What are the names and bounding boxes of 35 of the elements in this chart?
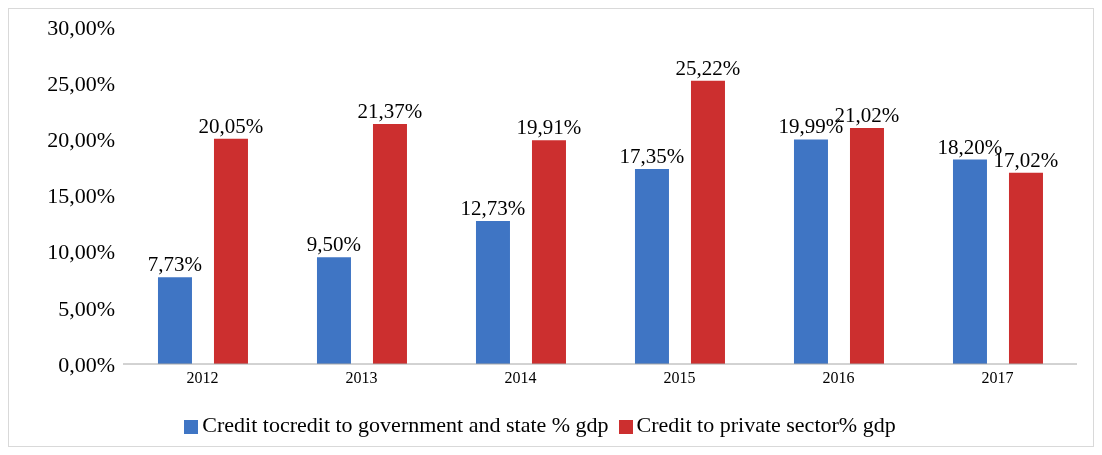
bar — [316, 257, 351, 364]
x-tick-label: 2016 — [822, 369, 855, 387]
bar — [157, 277, 192, 364]
bar — [634, 169, 669, 364]
bar — [952, 159, 987, 364]
x-tick-label: 2015 — [663, 369, 696, 387]
y-tick-label: 30,00% — [47, 14, 115, 40]
data-label: 20,05% — [198, 113, 264, 138]
data-label: 21,37% — [357, 98, 423, 123]
bar — [475, 221, 510, 364]
data-label: 12,73% — [460, 196, 526, 220]
x-tick-label: 2014 — [504, 369, 537, 387]
bar — [690, 80, 725, 364]
bar — [793, 139, 828, 364]
x-tick-label: 2013 — [345, 369, 378, 387]
y-tick-label: 5,00% — [58, 295, 115, 321]
bar — [531, 140, 566, 364]
bar — [1008, 172, 1043, 364]
y-tick-label: 20,00% — [47, 127, 115, 153]
x-tick-label: 2017 — [981, 369, 1014, 387]
data-label: 25,22% — [675, 55, 741, 80]
bar — [372, 123, 407, 364]
y-tick-label: 15,00% — [47, 183, 115, 209]
legend-label: Credit to private sector% gdp — [636, 412, 896, 437]
y-tick-label: 25,00% — [47, 70, 115, 96]
data-label: 9,50% — [306, 232, 362, 257]
y-tick-label: 10,00% — [47, 239, 115, 265]
x-tick-label: 2012 — [186, 369, 219, 387]
legend-label: Credit tocredit to government and state % gdp — [202, 412, 609, 437]
bar — [849, 127, 884, 364]
bar — [213, 138, 248, 364]
data-label: 17,35% — [619, 144, 685, 169]
y-tick-label: 0,00% — [58, 351, 115, 377]
data-label: 7,73% — [147, 252, 203, 277]
data-label: 19,91% — [516, 115, 582, 140]
